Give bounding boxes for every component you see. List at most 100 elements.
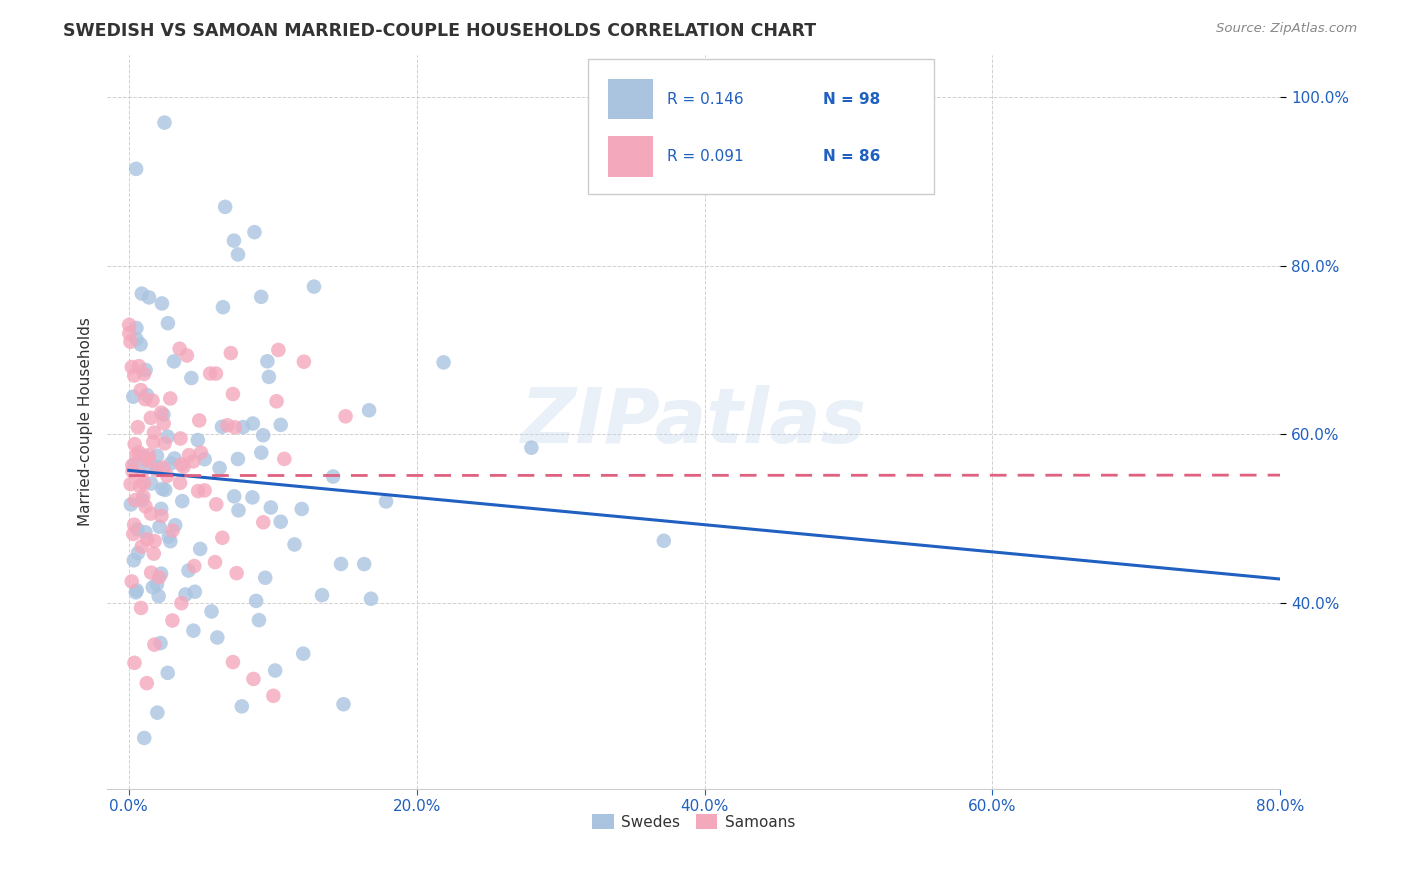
Point bbox=[217, 418, 239, 433]
Point bbox=[142, 547, 165, 561]
Point bbox=[150, 508, 173, 523]
Point bbox=[335, 409, 357, 424]
Point bbox=[120, 477, 142, 491]
Point bbox=[122, 458, 145, 472]
Point bbox=[169, 475, 191, 490]
Point bbox=[150, 296, 173, 310]
Point bbox=[169, 432, 191, 446]
Point bbox=[121, 458, 143, 473]
Point bbox=[194, 452, 217, 467]
Point bbox=[143, 425, 166, 440]
Point bbox=[128, 359, 150, 374]
Point bbox=[652, 533, 675, 548]
Point bbox=[270, 515, 292, 529]
Point bbox=[143, 638, 166, 652]
Point bbox=[172, 494, 194, 508]
Point bbox=[153, 483, 176, 497]
Point bbox=[129, 601, 152, 615]
Point bbox=[122, 368, 145, 383]
Point bbox=[302, 279, 325, 293]
Point bbox=[122, 527, 145, 541]
Point bbox=[135, 388, 157, 402]
Point bbox=[228, 503, 250, 517]
Point bbox=[264, 664, 287, 678]
Point bbox=[176, 349, 198, 363]
Point bbox=[120, 334, 142, 349]
Point bbox=[125, 585, 148, 599]
Point bbox=[211, 419, 233, 434]
Point bbox=[146, 706, 169, 720]
Point bbox=[121, 464, 143, 478]
Point bbox=[170, 596, 193, 610]
Point bbox=[141, 393, 163, 408]
Y-axis label: Married-couple Households: Married-couple Households bbox=[79, 318, 93, 526]
Point bbox=[256, 354, 278, 368]
Point bbox=[128, 445, 150, 459]
Point bbox=[121, 574, 143, 589]
Point bbox=[250, 445, 273, 459]
Point bbox=[242, 417, 264, 431]
Point bbox=[231, 699, 253, 714]
Point bbox=[134, 731, 156, 745]
Point bbox=[150, 482, 173, 496]
Point bbox=[207, 631, 229, 645]
Point bbox=[174, 587, 197, 601]
Point bbox=[188, 413, 211, 427]
Point bbox=[156, 665, 179, 680]
Point bbox=[128, 479, 150, 493]
Point bbox=[134, 500, 156, 514]
Point bbox=[138, 452, 160, 467]
Point bbox=[131, 286, 153, 301]
Point bbox=[291, 502, 314, 516]
Point bbox=[353, 557, 375, 571]
Point bbox=[150, 566, 173, 581]
Point bbox=[322, 469, 344, 483]
Point bbox=[188, 541, 211, 556]
Point bbox=[127, 546, 149, 560]
Point bbox=[165, 518, 187, 533]
Point bbox=[131, 468, 153, 483]
Point bbox=[311, 588, 333, 602]
Point bbox=[226, 452, 249, 467]
Point bbox=[139, 410, 162, 425]
Point bbox=[118, 318, 141, 332]
Text: R = 0.091: R = 0.091 bbox=[666, 149, 744, 164]
FancyBboxPatch shape bbox=[588, 59, 935, 194]
Point bbox=[190, 445, 212, 459]
Point bbox=[148, 520, 170, 534]
Point bbox=[224, 489, 246, 503]
Point bbox=[292, 647, 315, 661]
Point bbox=[120, 497, 142, 511]
Text: ZIPatlas: ZIPatlas bbox=[520, 384, 866, 458]
Point bbox=[212, 300, 235, 314]
FancyBboxPatch shape bbox=[609, 79, 652, 120]
Point bbox=[332, 697, 354, 711]
Point bbox=[125, 161, 148, 176]
Point bbox=[198, 367, 221, 381]
Point bbox=[142, 434, 165, 449]
Point bbox=[204, 555, 226, 569]
Point bbox=[222, 234, 245, 248]
Point bbox=[132, 490, 155, 504]
Point bbox=[149, 636, 172, 650]
Point bbox=[194, 483, 217, 498]
Point bbox=[222, 387, 245, 401]
Point bbox=[169, 342, 191, 356]
Point bbox=[208, 461, 231, 475]
Point bbox=[267, 343, 290, 357]
Point bbox=[152, 417, 174, 431]
Point bbox=[283, 537, 305, 551]
Point bbox=[163, 451, 186, 466]
Point bbox=[247, 613, 270, 627]
Point bbox=[136, 459, 159, 474]
Point bbox=[124, 493, 146, 508]
Point bbox=[375, 494, 398, 508]
Point bbox=[357, 403, 380, 417]
Point bbox=[159, 392, 181, 406]
Point bbox=[125, 447, 148, 461]
Point bbox=[243, 225, 266, 239]
Text: N = 98: N = 98 bbox=[823, 92, 880, 107]
Point bbox=[242, 491, 264, 505]
Point bbox=[121, 359, 143, 374]
Point bbox=[141, 476, 163, 491]
